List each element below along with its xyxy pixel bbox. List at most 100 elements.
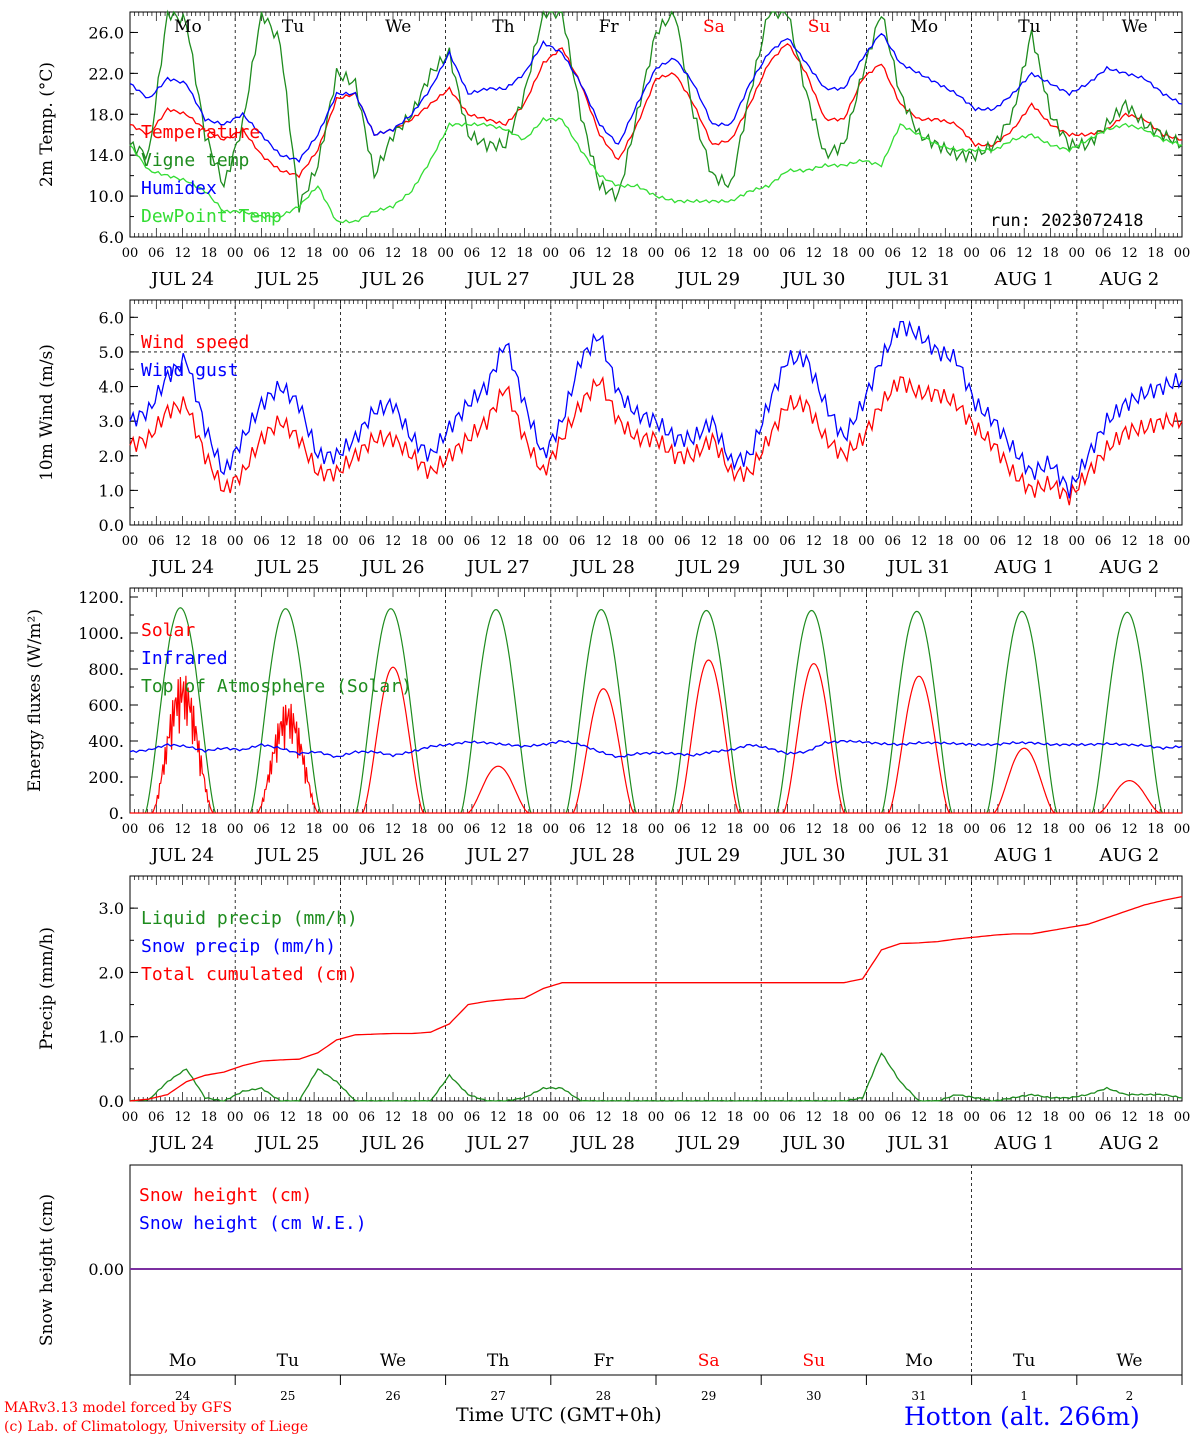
hour-tick-label: 06 — [674, 534, 691, 549]
date-label: JUL 25 — [254, 269, 319, 290]
hour-tick-label: 06 — [569, 822, 586, 837]
date-label: JUL 31 — [886, 269, 951, 290]
hour-tick-label: 18 — [621, 1110, 638, 1125]
hour-tick-label: 12 — [490, 822, 507, 837]
hour-tick-label: 18 — [201, 1110, 218, 1125]
hour-tick-label: 12 — [490, 246, 507, 261]
day-number-label: 25 — [280, 1389, 295, 1403]
hour-tick-label: 18 — [306, 246, 323, 261]
hour-tick-label: 06 — [779, 246, 796, 261]
weekday-label: Mo — [174, 17, 202, 37]
hour-tick-label: 12 — [1016, 246, 1033, 261]
date-label: AUG 2 — [1099, 1133, 1160, 1154]
hour-tick-label: 00 — [437, 822, 454, 837]
hour-tick-label: 00 — [858, 1110, 875, 1125]
date-label: JUL 28 — [570, 1133, 635, 1154]
day-number-label: 28 — [596, 1389, 611, 1403]
hour-tick-label: 00 — [332, 246, 349, 261]
hour-tick-label: 12 — [806, 1110, 823, 1125]
date-label: AUG 1 — [993, 845, 1054, 866]
hour-tick-label: 00 — [437, 246, 454, 261]
hour-tick-label: 12 — [700, 1110, 717, 1125]
hour-tick-label: 12 — [806, 822, 823, 837]
hour-tick-label: 06 — [569, 534, 586, 549]
solar-curve — [151, 675, 214, 814]
date-label: JUL 25 — [254, 1133, 319, 1154]
hour-tick-label: 18 — [937, 822, 954, 837]
hour-tick-label: 00 — [1069, 246, 1086, 261]
date-label: JUL 26 — [360, 1133, 425, 1154]
toa-solar-curve — [565, 608, 637, 814]
plot-frame-1 — [129, 299, 1183, 526]
hour-tick-label: 12 — [490, 1110, 507, 1125]
date-label: AUG 2 — [1099, 269, 1160, 290]
hour-tick-label: 18 — [411, 1110, 428, 1125]
hour-tick-label: 18 — [832, 822, 849, 837]
date-label: JUL 28 — [570, 557, 635, 578]
y-tick-label: 5.0 — [99, 343, 124, 362]
hour-tick-label: 18 — [411, 534, 428, 549]
hour-tick-label: 00 — [437, 1110, 454, 1125]
hour-tick-label: 18 — [1147, 822, 1164, 837]
hour-tick-label: 12 — [174, 1110, 191, 1125]
solar-curve — [993, 747, 1056, 814]
date-label: AUG 1 — [993, 1133, 1054, 1154]
hour-tick-label: 00 — [858, 246, 875, 261]
y-tick-label: 0. — [109, 804, 124, 823]
hour-tick-label: 06 — [569, 1110, 586, 1125]
y-tick-label: 6.0 — [99, 308, 124, 327]
series-line — [129, 116, 1183, 224]
y-tick-label: 2.0 — [99, 447, 124, 466]
hour-tick-label: 00 — [963, 1110, 980, 1125]
hour-tick-label: 06 — [990, 534, 1007, 549]
hour-tick-label: 18 — [937, 534, 954, 549]
date-label: JUL 24 — [149, 845, 214, 866]
y-tick-label: 18.0 — [88, 105, 124, 124]
y-axis-label: 2m Temp. (°C) — [37, 62, 57, 187]
hour-tick-label: 00 — [543, 534, 560, 549]
hour-tick-label: 18 — [621, 246, 638, 261]
legend-entry: Snow height (cm W.E.) — [139, 1213, 367, 1234]
hour-tick-label: 06 — [464, 534, 481, 549]
hour-tick-label: 18 — [201, 822, 218, 837]
date-label: JUL 29 — [675, 1133, 740, 1154]
y-tick-label: 6.0 — [99, 228, 124, 247]
y-tick-label: 22.0 — [88, 64, 124, 83]
hour-tick-label: 18 — [621, 822, 638, 837]
hour-tick-label: 00 — [122, 534, 139, 549]
legend-entry: Wind speed — [141, 332, 249, 353]
hour-tick-label: 00 — [963, 822, 980, 837]
weekday-label: We — [380, 1351, 406, 1371]
date-label: JUL 29 — [675, 269, 740, 290]
hour-tick-label: 00 — [122, 1110, 139, 1125]
hour-tick-label: 00 — [648, 246, 665, 261]
hour-tick-label: 12 — [595, 1110, 612, 1125]
weekday-label: Tu — [277, 1351, 299, 1371]
date-label: JUL 29 — [675, 845, 740, 866]
solar-curve — [782, 662, 845, 814]
hour-tick-label: 06 — [358, 534, 375, 549]
legend-entry: Infrared — [141, 648, 228, 669]
legend-entry: Total cumulated (cm) — [141, 964, 358, 985]
plot-frame-2 — [129, 587, 1183, 814]
legend-entry: Temperature — [141, 122, 260, 143]
hour-tick-label: 06 — [569, 246, 586, 261]
date-label: JUL 28 — [570, 845, 635, 866]
hour-tick-label: 18 — [832, 1110, 849, 1125]
hour-tick-label: 12 — [490, 534, 507, 549]
weekday-label: We — [385, 17, 411, 37]
date-label: JUL 27 — [465, 269, 530, 290]
legend-entry: DewPoint Temp — [141, 206, 282, 227]
hour-tick-label: 06 — [358, 822, 375, 837]
hour-tick-label: 00 — [1069, 534, 1086, 549]
hour-tick-label: 18 — [937, 246, 954, 261]
hour-tick-label: 06 — [358, 246, 375, 261]
date-label: JUL 31 — [886, 845, 951, 866]
hour-tick-label: 00 — [753, 1110, 770, 1125]
hour-tick-label: 18 — [1147, 246, 1164, 261]
plot-frame-0 — [129, 11, 1183, 238]
hour-tick-label: 06 — [253, 1110, 270, 1125]
date-label: JUL 31 — [886, 557, 951, 578]
hour-tick-label: 06 — [1095, 534, 1112, 549]
y-tick-label: 800. — [88, 660, 124, 679]
